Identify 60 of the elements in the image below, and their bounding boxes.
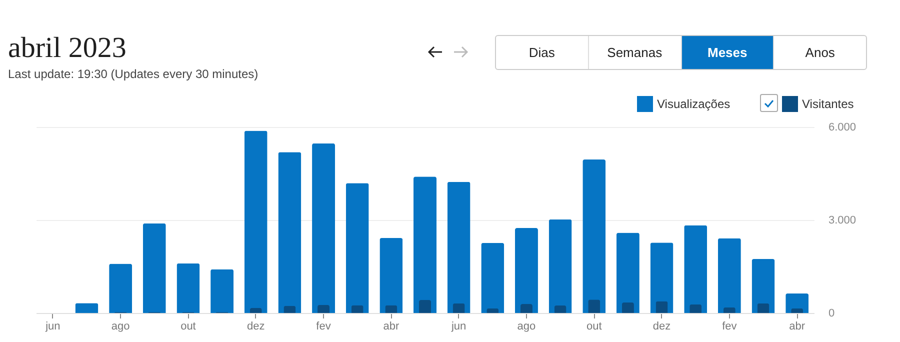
legend-label: Visitantes: [802, 97, 854, 111]
bar: [346, 183, 369, 313]
bar: [514, 228, 538, 313]
bar: [752, 259, 775, 313]
text: Dias: [496, 36, 589, 69]
x-tick-label: abr: [789, 320, 806, 332]
bar: [380, 238, 403, 313]
x-tick-label: jun: [44, 320, 60, 332]
x-tick-label: abr: [383, 320, 400, 332]
y-tick-label: 6.000: [828, 122, 856, 134]
legend-label: Visualizações: [657, 97, 730, 111]
bar: [142, 223, 166, 313]
bar: [622, 302, 634, 313]
bar: [176, 263, 200, 313]
x-tick-label: fev: [722, 320, 738, 332]
text: Semanas: [588, 36, 682, 69]
chart-title: abril 2023: [8, 32, 126, 64]
bar: [481, 242, 504, 313]
bar: [278, 152, 302, 313]
text: Anos: [804, 44, 836, 62]
bar: [447, 182, 470, 313]
bar: [486, 308, 499, 313]
bar: [520, 304, 532, 313]
bar: [588, 300, 600, 313]
bar: [684, 225, 708, 313]
x-tick-label: fev: [316, 320, 332, 332]
text: Meses: [682, 36, 774, 69]
bar: [109, 264, 132, 313]
y-tick-label: 3.000: [828, 214, 856, 226]
chart-subtitle: Last update: 19:30 (Updates every 30 minutes): [8, 67, 258, 81]
bar: [718, 238, 741, 313]
bar: [385, 305, 398, 313]
bar: [616, 232, 640, 313]
bar: [582, 160, 606, 313]
x-tick-label: ago: [517, 320, 536, 332]
x-tick-label: dez: [246, 320, 265, 332]
y-tick-label: 0: [828, 308, 835, 320]
bar: [351, 305, 364, 313]
bar: [723, 307, 736, 313]
x-tick-label: ago: [111, 320, 130, 332]
x-tick-label: out: [586, 320, 602, 332]
bar: [690, 304, 702, 313]
bar: [452, 303, 465, 313]
bar: [419, 300, 431, 313]
bar: [650, 242, 674, 313]
bar: [757, 303, 770, 313]
bar: [210, 269, 234, 313]
bar: [548, 219, 572, 313]
bar: [414, 176, 436, 313]
bar: [312, 143, 336, 313]
bar: [284, 306, 296, 313]
x-tick-label: jun: [450, 320, 466, 332]
bar: [554, 306, 566, 313]
bar: [244, 130, 268, 313]
x-tick-label: out: [180, 320, 196, 332]
x-tick-label: dez: [652, 320, 671, 332]
bar: [656, 301, 668, 313]
bar: [318, 304, 330, 313]
bar: [75, 303, 98, 313]
bar: [250, 308, 262, 313]
